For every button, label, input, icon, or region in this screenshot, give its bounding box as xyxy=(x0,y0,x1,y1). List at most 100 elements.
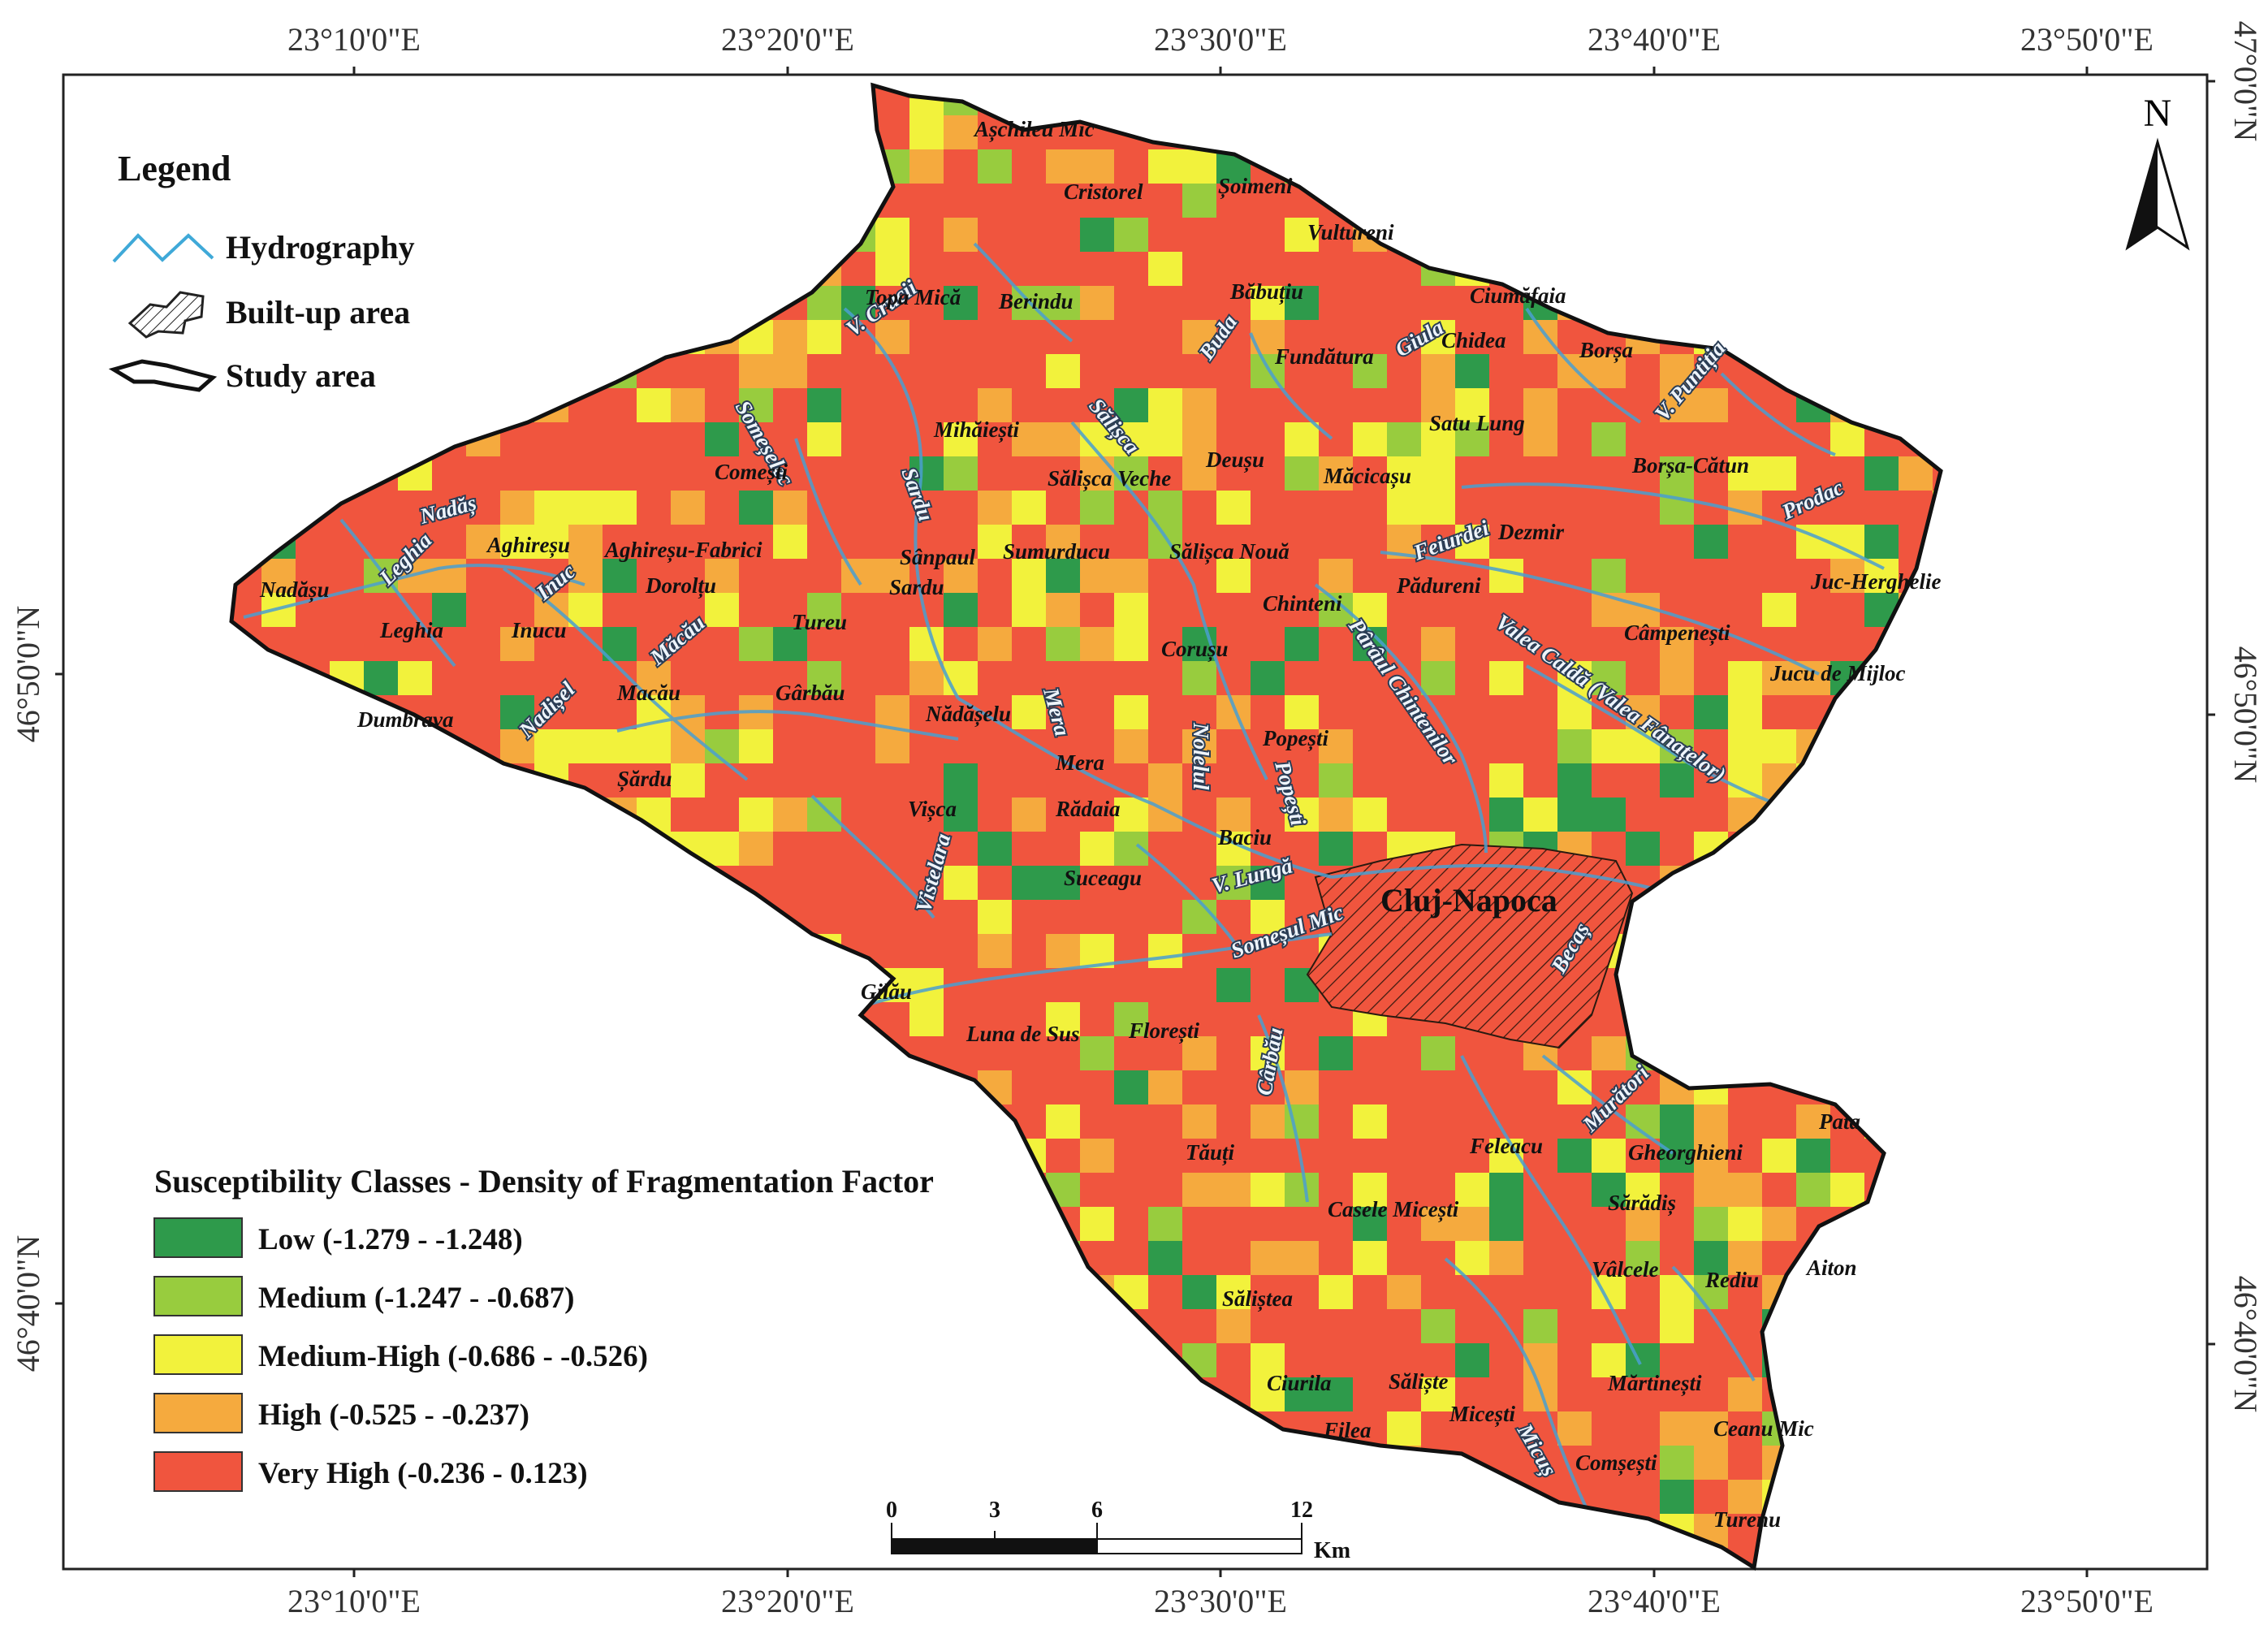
susceptibility-title: Susceptibility Classes - Density of Frag… xyxy=(154,1163,934,1200)
raster-cell xyxy=(773,491,807,525)
place-label: Micești xyxy=(1449,1402,1515,1427)
lon-label-bottom: 23°10'0"E xyxy=(287,1583,421,1619)
raster-cell xyxy=(1557,1139,1592,1173)
top-longitude-labels: 23°10'0"E 23°20'0"E 23°30'0"E 23°40'0"E … xyxy=(287,21,2154,58)
raster-cell xyxy=(1660,1480,1694,1514)
place-label: Dezmir xyxy=(1497,520,1564,544)
raster-cell xyxy=(1182,1173,1216,1207)
raster-cell xyxy=(500,525,534,559)
raster-cell xyxy=(1728,695,1762,729)
raster-cell xyxy=(1660,627,1694,661)
raster-cell xyxy=(1728,456,1762,491)
raster-cell xyxy=(398,661,432,695)
place-label: Borșa xyxy=(1579,338,1633,363)
raster-cell xyxy=(739,729,773,763)
scale-label: 6 xyxy=(1091,1498,1103,1523)
place-label: Deușu xyxy=(1205,447,1264,473)
raster-cell xyxy=(978,832,1012,866)
place-label: Pata xyxy=(1818,1109,1860,1134)
raster-cell xyxy=(1114,593,1148,627)
raster-cell xyxy=(773,627,807,661)
place-label: Gilău xyxy=(861,979,912,1004)
raster-cell xyxy=(1319,763,1353,798)
place-label: Suceagu xyxy=(1064,866,1142,890)
raster-cell xyxy=(1285,695,1319,729)
raster-cell xyxy=(875,559,909,593)
raster-cell xyxy=(1114,388,1148,422)
raster-cell xyxy=(1660,1139,1694,1173)
raster-cell xyxy=(1864,456,1899,491)
raster-cell xyxy=(1285,1173,1319,1207)
raster-cell xyxy=(909,661,944,695)
raster-cell xyxy=(1251,900,1285,934)
place-label: Sălișca Veche xyxy=(1048,466,1171,491)
lat-label-right: 47°0'0"N xyxy=(2227,21,2264,141)
raster-cell xyxy=(705,422,739,456)
place-label: Luna de Sus xyxy=(966,1022,1080,1046)
raster-cell xyxy=(1660,1411,1694,1446)
raster-cell xyxy=(1182,661,1216,695)
place-label: Dumbrava xyxy=(356,707,454,732)
class-swatch xyxy=(153,1334,243,1375)
raster-cell xyxy=(1216,695,1251,729)
raster-cell xyxy=(1694,1275,1728,1309)
place-label: Filea xyxy=(1323,1418,1372,1442)
place-label: Tureu xyxy=(792,610,847,634)
raster-cell xyxy=(1114,729,1148,763)
raster-cell xyxy=(1148,252,1182,286)
place-label: Rediu xyxy=(1704,1268,1759,1292)
raster-cell xyxy=(1762,456,1796,491)
raster-cell xyxy=(1046,1002,1080,1036)
raster-cell xyxy=(1080,456,1114,491)
raster-cell xyxy=(1319,798,1353,832)
raster-cell xyxy=(1694,1446,1728,1480)
raster-cell xyxy=(1557,763,1592,798)
raster-cell xyxy=(1251,1343,1285,1377)
class-swatch xyxy=(153,1276,243,1316)
raster-cell xyxy=(978,525,1012,559)
outline-icon xyxy=(108,359,218,392)
raster-cell xyxy=(1694,1411,1728,1446)
raster-cell xyxy=(909,1002,944,1036)
raster-cell xyxy=(944,866,978,900)
raster-cell xyxy=(1216,968,1251,1002)
raster-cell xyxy=(1114,456,1148,491)
raster-cell xyxy=(1182,729,1216,763)
place-label: Macău xyxy=(616,681,680,705)
raster-cell xyxy=(1728,661,1762,695)
raster-cell xyxy=(1182,320,1216,354)
class-label: Medium (-1.247 - -0.687) xyxy=(258,1282,574,1315)
raster-cell xyxy=(1660,456,1694,491)
place-label: Gheorghieni xyxy=(1628,1140,1743,1165)
raster-cell xyxy=(1148,1207,1182,1241)
raster-cell xyxy=(1592,354,1626,388)
raster-cell xyxy=(1182,388,1216,422)
raster-cell xyxy=(739,832,773,866)
raster-cell xyxy=(1592,1173,1626,1207)
raster-cell xyxy=(1353,1104,1387,1139)
place-label: Săliștea xyxy=(1222,1286,1293,1312)
raster-cell xyxy=(807,388,841,422)
lon-label-top: 23°30'0"E xyxy=(1154,21,1287,58)
class-swatch xyxy=(153,1217,243,1258)
raster-cell xyxy=(1421,491,1455,525)
raster-cell xyxy=(1148,422,1182,456)
raster-cell xyxy=(773,354,807,388)
hydrography-network xyxy=(243,242,1885,1519)
raster-cell xyxy=(1523,388,1557,422)
raster-cell xyxy=(1012,491,1046,525)
raster-cell xyxy=(1319,456,1353,491)
lat-label-left: 46°40'0"N xyxy=(10,1235,46,1372)
place-label: Mera xyxy=(1055,750,1104,775)
raster-cell xyxy=(1421,1207,1455,1241)
raster-cell xyxy=(1421,627,1455,661)
raster-cell xyxy=(705,832,739,866)
raster-cell xyxy=(1046,627,1080,661)
raster-cell xyxy=(1216,491,1251,525)
raster-cell xyxy=(1728,729,1762,763)
raster-cell xyxy=(1012,593,1046,627)
raster-cell xyxy=(1387,1275,1421,1309)
class-swatch xyxy=(153,1451,243,1492)
raster-cell xyxy=(364,661,398,695)
raster-cell xyxy=(1251,1173,1285,1207)
